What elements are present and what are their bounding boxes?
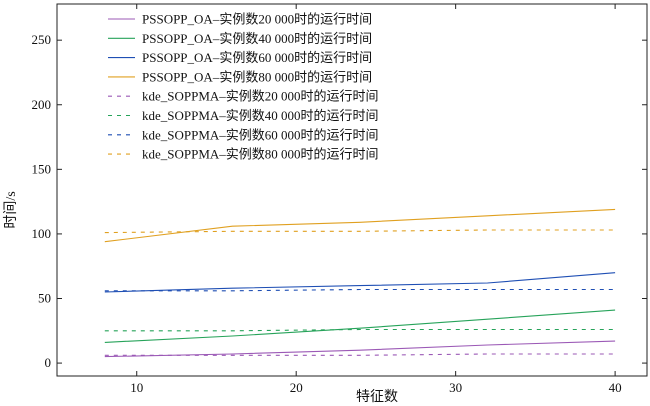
legend-label: kde_SOPPMA–实例数80 000时的运行时间 [142,147,379,162]
y-tick-label: 200 [32,97,52,112]
y-tick-label: 250 [32,32,52,47]
legend-label: PSSOPP_OA–实例数60 000时的运行时间 [142,50,372,65]
x-axis: 10 20 30 40 [130,4,622,395]
legend-label: PSSOPP_OA–实例数40 000时的运行时间 [142,31,372,46]
x-tick-label: 20 [290,380,303,395]
y-tick-label: 0 [45,355,52,370]
y-tick-label: 150 [32,161,52,176]
plot-frame [56,3,648,377]
series-line-3 [104,272,616,293]
legend: PSSOPP_OA–实例数20 000时的运行时间 PSSOPP_OA–实例数40… [108,12,379,162]
y-axis-label: 时间/s [3,191,19,228]
x-tick-label: 40 [609,380,622,395]
series-lines [104,208,616,358]
y-tick-label: 50 [38,291,51,306]
series-line-1 [104,340,616,358]
series-line-2 [104,309,616,343]
y-tick-label: 100 [32,226,52,241]
legend-label: PSSOPP_OA–实例数20 000时的运行时间 [142,12,372,27]
series-line-6 [104,328,616,332]
x-tick-label: 30 [449,380,462,395]
plot-border [56,3,648,377]
series-line-8 [104,229,616,234]
x-axis-label: 特征数 [356,389,398,405]
x-tick-label: 10 [130,380,143,395]
y-axis: 0 50 100 150 200 250 [32,32,647,370]
legend-label: PSSOPP_OA–实例数80 000时的运行时间 [142,69,372,84]
series-line-5 [104,353,616,356]
legend-label: kde_SOPPMA–实例数20 000时的运行时间 [142,89,379,104]
legend-label: kde_SOPPMA–实例数40 000时的运行时间 [142,108,379,123]
series-line-4 [104,208,616,243]
series-line-7 [104,288,616,292]
legend-label: kde_SOPPMA–实例数60 000时的运行时间 [142,127,379,142]
